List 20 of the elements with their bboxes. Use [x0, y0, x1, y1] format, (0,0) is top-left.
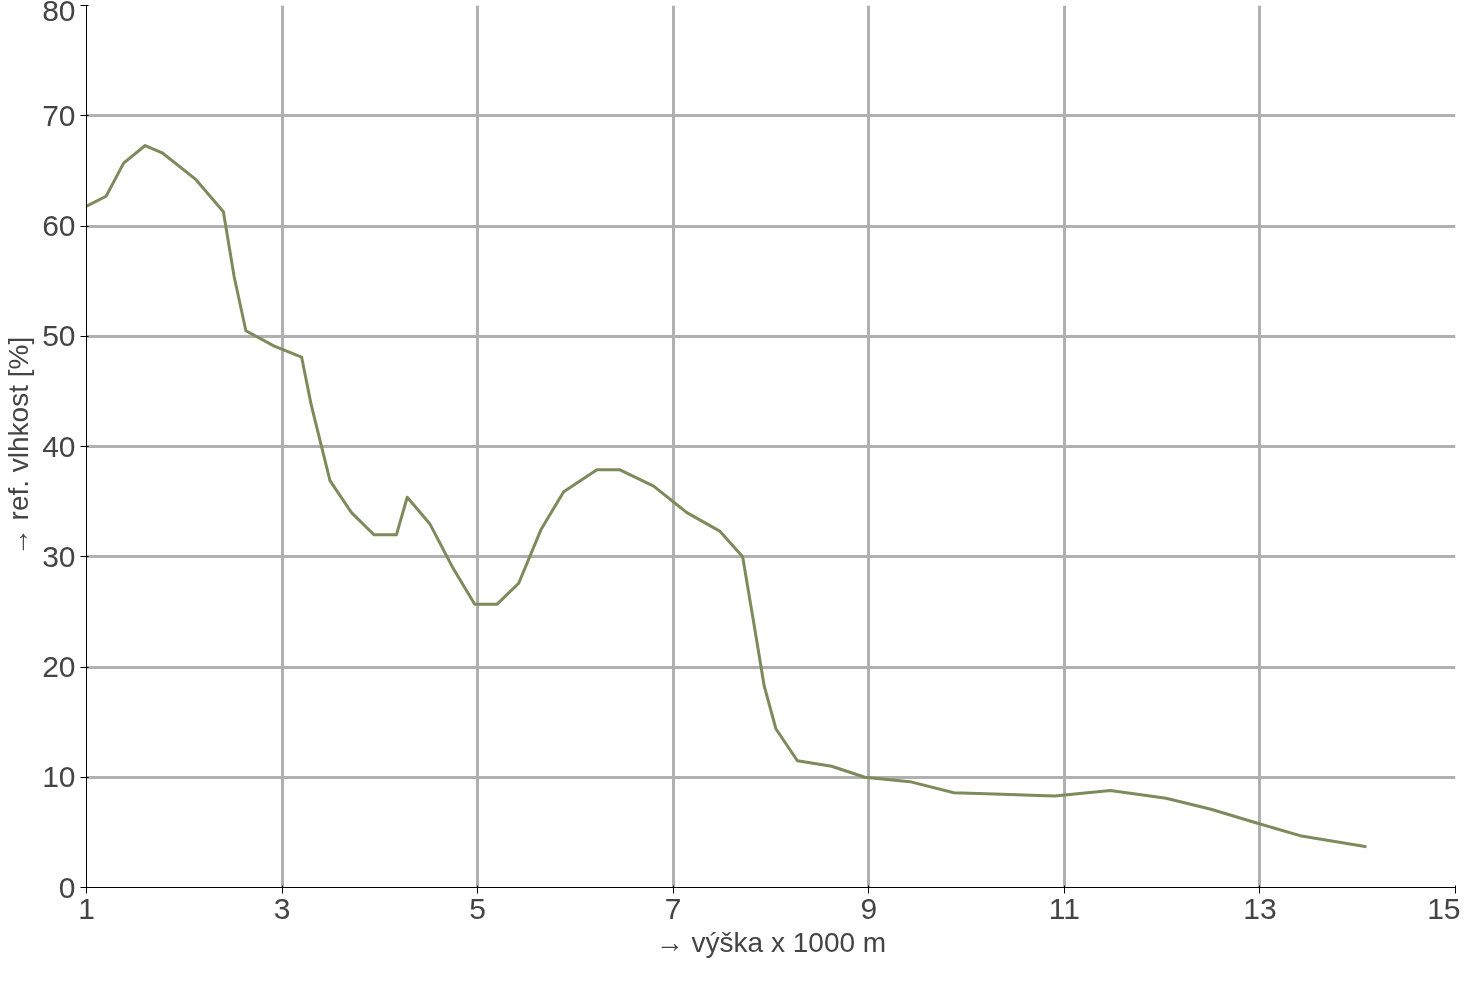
y-axis-title: → ref. vlhkost [%]: [3, 336, 35, 557]
y-tick-label: 30: [42, 539, 76, 573]
x-tick-label: 9: [860, 891, 878, 925]
y-tick-label: 40: [42, 429, 76, 463]
line-series: [86, 144, 1369, 849]
x-tick-label: 11: [1048, 891, 1080, 925]
x-tick-label: 7: [664, 891, 682, 925]
y-tick-label: 60: [42, 209, 76, 242]
y-tick-label: 10: [42, 760, 76, 794]
x-tick-label: 15: [1427, 891, 1461, 925]
y-tick-label: 20: [42, 650, 76, 683]
x-axis-title: → výška x 1000 m: [655, 926, 887, 958]
y-tick-label: 80: [42, 0, 76, 27]
y-tick-label: 70: [42, 98, 76, 132]
x-tick-label: 5: [469, 891, 486, 925]
y-tick-label: 50: [42, 319, 76, 353]
x-tick-label: 13: [1243, 891, 1277, 925]
x-tick-label: 1: [78, 891, 95, 925]
x-tick-label: 3: [273, 891, 291, 925]
y-tick-label: 0: [58, 870, 76, 904]
